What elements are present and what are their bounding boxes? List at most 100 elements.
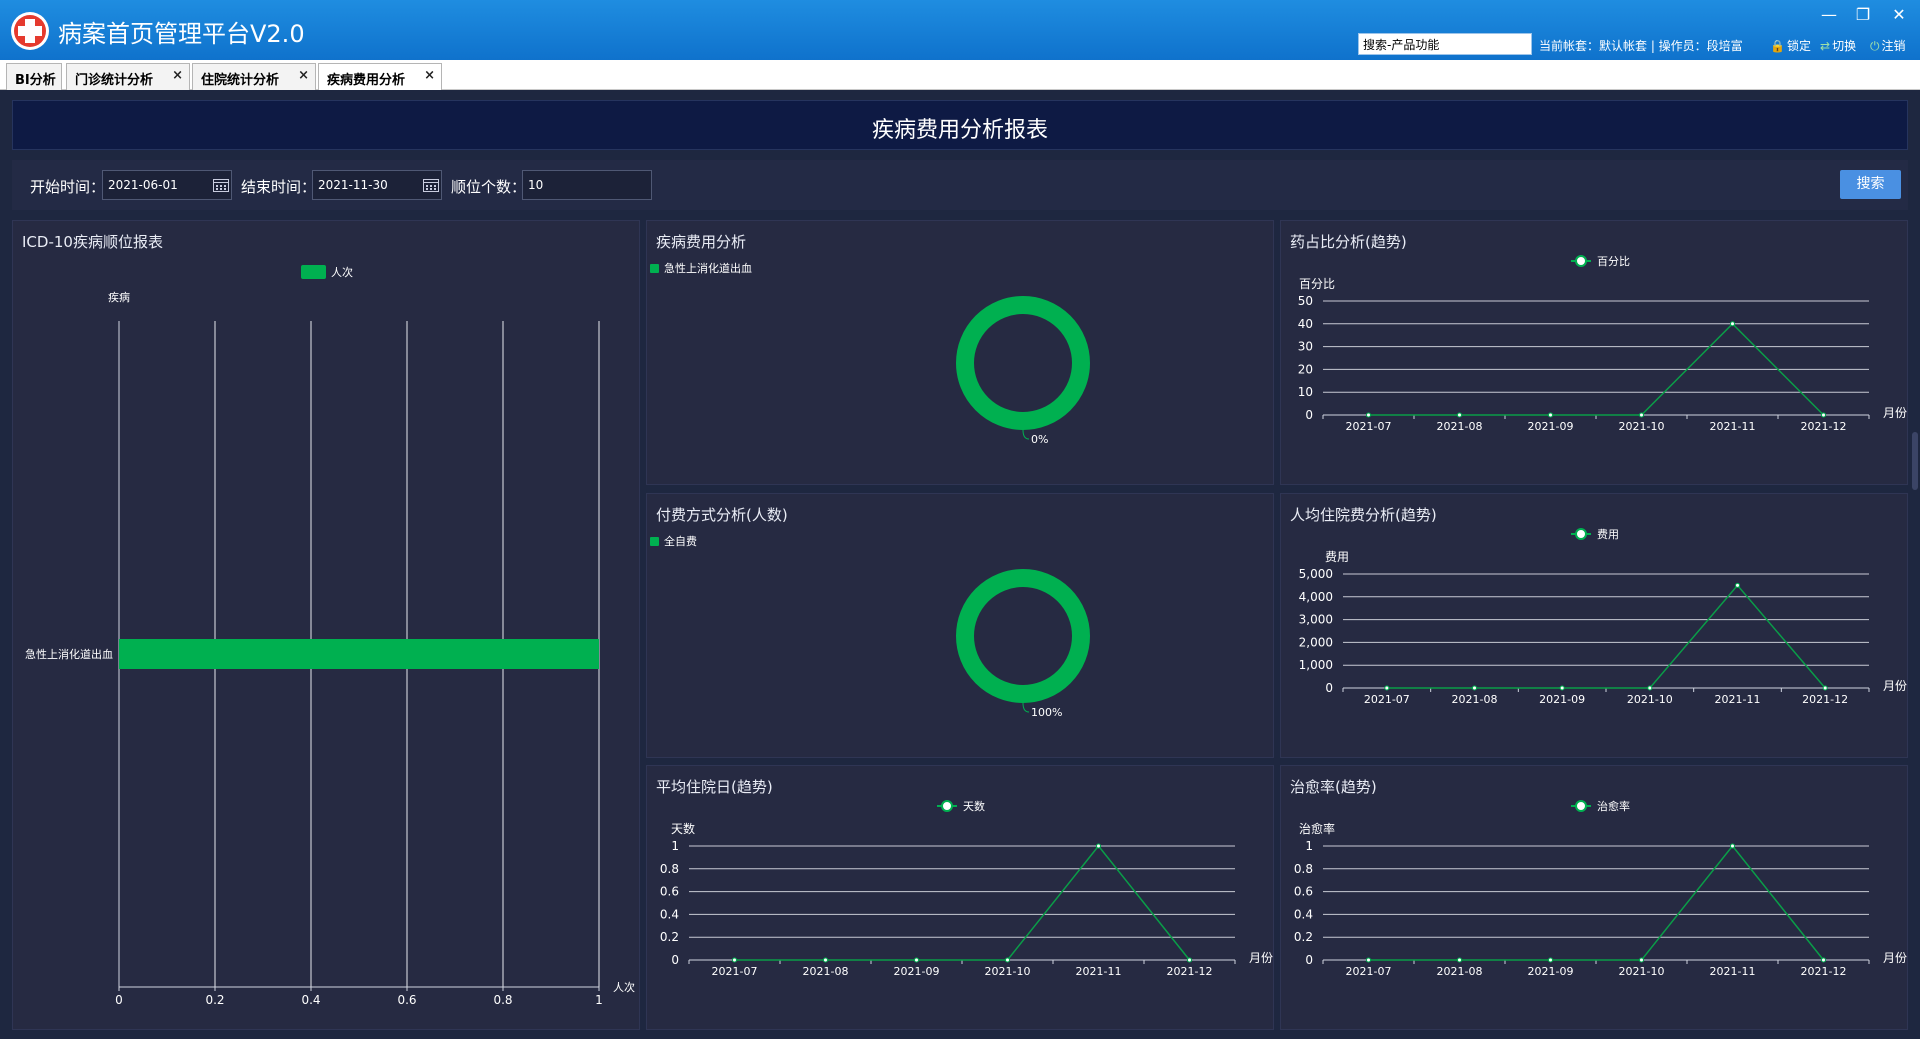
data-point — [914, 957, 919, 963]
legend-label: 百分比 — [1597, 255, 1630, 268]
x-tick-label: 2021-11 — [1076, 965, 1122, 978]
x-tick-label: 0.6 — [397, 993, 416, 1007]
x-axis-title: 月份 — [1883, 679, 1907, 693]
y-tick-label: 急性上消化道出血 — [25, 647, 113, 661]
lock-link[interactable]: 🔒 锁定 — [1770, 37, 1811, 54]
disease-cost-panel: 疾病费用分析 急性上消化道出血 0% — [646, 220, 1274, 485]
x-tick-label: 2021-11 — [1715, 693, 1761, 706]
data-point — [1472, 685, 1477, 691]
data-point — [1457, 412, 1462, 418]
legend-label: 治愈率 — [1597, 799, 1630, 813]
data-point — [1821, 412, 1826, 418]
x-tick-label: 2021-07 — [712, 965, 758, 978]
y-axis-title: 费用 — [1325, 550, 1349, 564]
panel-title: 药占比分析(趋势) — [1290, 233, 1407, 251]
hospital-cross-logo-icon — [11, 12, 49, 50]
legend-marker — [1575, 528, 1587, 540]
panel-title: 人均住院费分析(趋势) — [1290, 506, 1437, 524]
x-tick-label: 2021-07 — [1346, 965, 1392, 978]
y-tick-label: 50 — [1298, 294, 1313, 308]
y-tick-label: 5,000 — [1299, 567, 1333, 581]
cure-rate-panel: 治愈率(趋势) 治愈率 治愈率 0 0.2 0.4 0.6 0.8 1 2021-07 2021-… — [1280, 765, 1908, 1030]
y-tick-label: 0.2 — [1294, 930, 1313, 944]
data-point — [1096, 843, 1101, 849]
disease-cost-chart: 急性上消化道出血 0% — [650, 261, 1090, 446]
x-tick-label: 2021-10 — [1619, 420, 1665, 433]
data-point — [1639, 957, 1644, 963]
x-tick-label: 0 — [115, 993, 123, 1007]
data-point — [1730, 321, 1735, 327]
switch-link[interactable]: ⇄ 切换 — [1820, 37, 1856, 54]
x-tick-label: 2021-12 — [1801, 965, 1847, 978]
switch-icon: ⇄ — [1820, 39, 1831, 53]
x-tick-label: 1 — [595, 993, 603, 1007]
y-axis-title: 百分比 — [1299, 277, 1335, 291]
minimize-icon[interactable]: — — [1821, 5, 1837, 24]
scroll-handle[interactable] — [1912, 432, 1918, 490]
x-tick-label: 0.2 — [205, 993, 224, 1007]
avg-cost-panel: 人均住院费分析(趋势) 费用 费用 0 1,000 2,000 3,000 4,000 5,0… — [1280, 493, 1908, 758]
legend-marker — [941, 800, 953, 812]
panel-title: 治愈率(趋势) — [1290, 778, 1377, 796]
x-tick-label: 2021-09 — [1528, 420, 1574, 433]
tab-disease-cost[interactable]: 疾病费用分析 × — [318, 63, 442, 90]
legend-label: 人次 — [331, 265, 353, 279]
x-tick-label: 2021-09 — [894, 965, 940, 978]
slice-label: 0% — [1031, 433, 1048, 446]
calendar-icon[interactable] — [423, 178, 439, 192]
series-line — [734, 844, 1191, 961]
y-tick-label: 0.8 — [1294, 862, 1313, 876]
data-point — [1821, 957, 1826, 963]
x-tick-label: 2021-09 — [1539, 693, 1585, 706]
x-tick-label: 2021-10 — [985, 965, 1031, 978]
x-axis-title: 月份 — [1883, 406, 1907, 420]
calendar-icon[interactable] — [213, 178, 229, 192]
legend-marker — [1575, 255, 1587, 267]
restore-icon[interactable]: ❐ — [1855, 5, 1871, 24]
x-tick-label: 2021-12 — [1801, 420, 1847, 433]
rank-count-label: 顺位个数： — [451, 178, 527, 196]
data-point — [1735, 582, 1740, 588]
app-title: 病案首页管理平台V2.0 — [58, 20, 305, 48]
tab-inpatient[interactable]: 住院统计分析 × — [192, 63, 316, 90]
x-tick-label: 2021-12 — [1167, 965, 1213, 978]
data-point — [1559, 685, 1565, 691]
x-tick-label: 2021-10 — [1627, 693, 1673, 706]
search-button[interactable]: 搜索 — [1840, 170, 1901, 199]
x-tick-label: 2021-07 — [1364, 693, 1410, 706]
close-tab-icon[interactable]: × — [424, 68, 435, 83]
y-tick-label: 0 — [1325, 681, 1333, 695]
donut-ring — [956, 296, 1090, 430]
tab-label: 住院统计分析 — [201, 73, 280, 88]
title-bar: 病案首页管理平台V2.0 — ❐ ✕ 当前帐套：默认帐套 | 操作员：段培富 🔒… — [0, 0, 1920, 60]
y-tick-label: 1 — [1305, 839, 1313, 853]
data-point — [1548, 957, 1553, 963]
y-axis-title: 天数 — [671, 821, 695, 836]
data-point — [1005, 957, 1010, 963]
y-tick-label: 0.6 — [660, 885, 679, 899]
end-time-input[interactable] — [312, 170, 442, 200]
y-tick-label: 3,000 — [1299, 613, 1333, 627]
panel-title: 付费方式分析(人数) — [656, 506, 788, 524]
feature-search-input[interactable] — [1358, 33, 1532, 55]
avg-stay-days-panel: 平均住院日(趋势) 天数 天数 0 0.2 0.4 0.6 0.8 1 2021-07 2021-… — [646, 765, 1274, 1030]
close-tab-icon[interactable]: × — [172, 68, 183, 83]
rank-count-input[interactable] — [522, 170, 652, 200]
legend-label: 费用 — [1597, 528, 1619, 541]
tab-strip: BI分析 门诊统计分析 × 住院统计分析 × 疾病费用分析 × — [0, 60, 1920, 90]
lock-label: 锁定 — [1786, 39, 1811, 53]
legend-label: 全自费 — [664, 534, 697, 548]
y-tick-label: 0 — [1305, 408, 1313, 422]
logout-link[interactable]: ⏻ 注销 — [1870, 37, 1906, 54]
tab-outpatient[interactable]: 门诊统计分析 × — [66, 63, 190, 90]
x-tick-label: 0.4 — [301, 993, 320, 1007]
tab-bi[interactable]: BI分析 — [6, 63, 62, 90]
start-time-label: 开始时间： — [30, 178, 106, 196]
x-axis-title: 月份 — [1883, 951, 1907, 965]
data-point — [1647, 685, 1653, 691]
start-time-input[interactable] — [102, 170, 232, 200]
close-tab-icon[interactable]: × — [298, 68, 309, 83]
close-window-icon[interactable]: ✕ — [1892, 5, 1906, 24]
data-point — [1384, 685, 1390, 691]
